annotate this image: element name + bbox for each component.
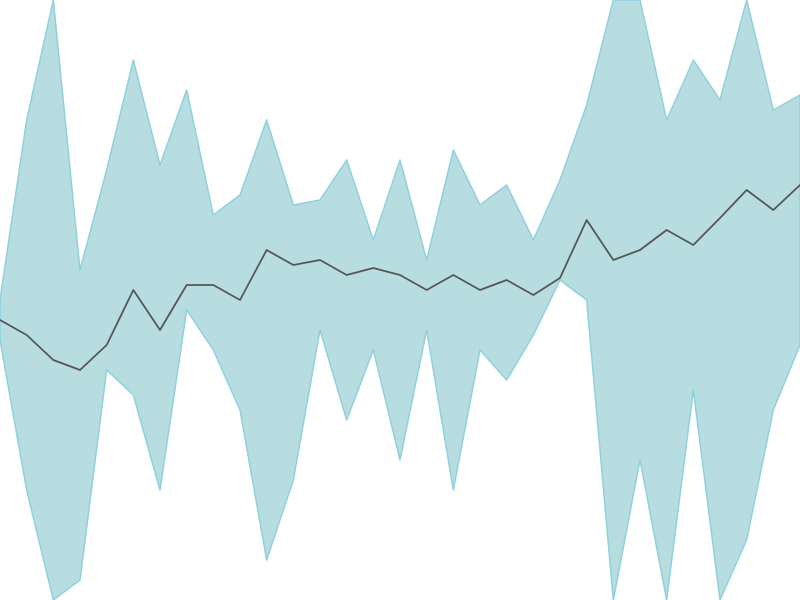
uncertainty-band-chart [0, 0, 800, 600]
